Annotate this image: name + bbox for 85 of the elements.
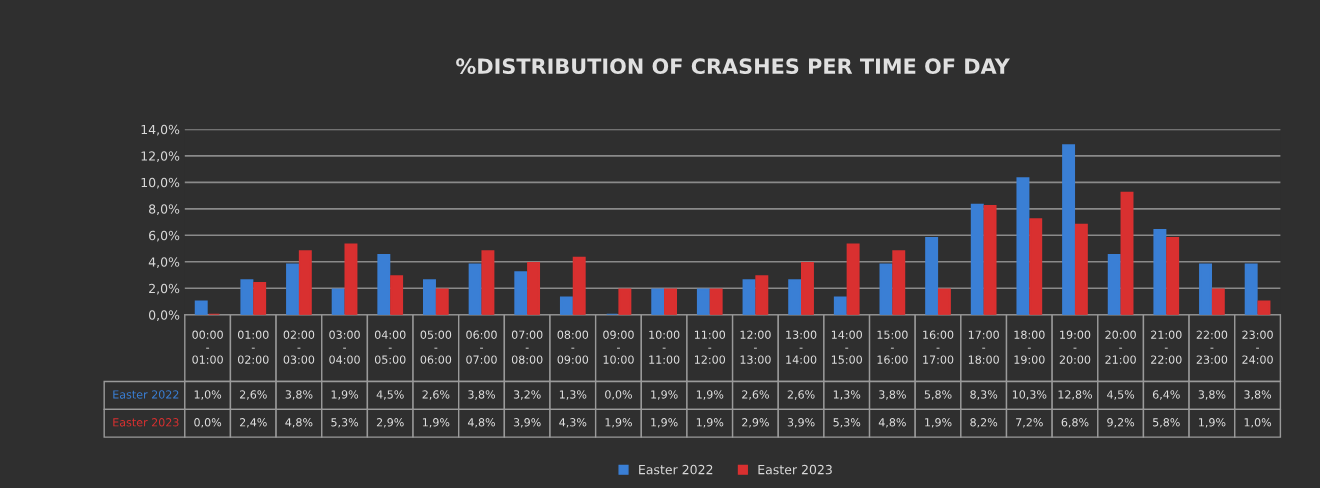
y-tick-label: 0,0% (149, 310, 180, 321)
data-label: 5,3% (331, 418, 359, 428)
data-label: 6,4% (1152, 390, 1180, 400)
x-tick-label: 08:00 - 09:00 (557, 330, 589, 364)
data-label: 2,9% (376, 418, 404, 428)
x-tick-label: 10:00 - 11:00 (649, 330, 680, 364)
text: Easter 2023 (113, 418, 179, 427)
data-label: 1,9% (331, 390, 359, 400)
x-tick-label: 13:00 - 14:00 (786, 330, 817, 364)
x-tick-label: 09:00 - 10:00 (603, 330, 634, 364)
x-tick-label: 12:00 - 13:00 (740, 330, 771, 364)
x-tick-label: 03:00 - 04:00 (329, 330, 360, 364)
data-label: 5,8% (1153, 418, 1180, 428)
legend-label: Easter 2023 (758, 464, 832, 475)
data-label: 3,8% (1244, 390, 1272, 400)
data-label: 9,2% (1107, 418, 1135, 428)
data-label: 3,8% (468, 390, 496, 400)
data-label: 4,8% (285, 418, 313, 428)
x-tick-label: 16:00 - 17:00 (923, 330, 954, 364)
y-tick-label: 10,0% (141, 177, 180, 189)
x-tick-label: 05:00 - 06:00 (420, 330, 452, 364)
data-label: 2,4% (239, 418, 267, 428)
y-tick-label: 8,0% (149, 204, 180, 215)
x-tick-label: 22:00 - 23:00 (1196, 330, 1228, 364)
x-tick-label: 04:00 - 05:00 (374, 330, 406, 364)
y-tick-label: 6,0% (149, 230, 180, 242)
x-tick-label: 14:00 - 15:00 (831, 330, 862, 364)
data-label: 2,6% (239, 390, 267, 400)
data-label: 8,2% (970, 418, 998, 428)
data-label: 1,9% (1199, 418, 1226, 428)
x-tick-label: 15:00 - 16:00 (877, 330, 908, 364)
data-label: 1,9% (422, 418, 450, 428)
data-label: 1,3% (559, 390, 587, 400)
data-label: 1,9% (696, 390, 724, 400)
data-label: 10,3% (1012, 390, 1047, 400)
data-label: 1,3% (833, 390, 861, 400)
data-label: 0,0% (605, 390, 632, 400)
data-label: 3,8% (285, 390, 313, 400)
data-label: 4,5% (376, 390, 404, 400)
data-label: 4,5% (1107, 390, 1135, 400)
x-tick-label: 02:00 - 03:00 (283, 330, 315, 364)
data-label: 4,8% (878, 418, 906, 428)
data-label: 3,8% (1198, 390, 1226, 400)
data-label: 1,0% (194, 390, 222, 400)
data-label: 3,8% (879, 390, 906, 400)
data-label: 4,3% (559, 418, 587, 428)
data-label: 1,0% (1244, 418, 1272, 428)
data-label: 7,2% (1016, 418, 1043, 428)
data-label: 3,2% (513, 390, 541, 400)
x-tick-label: 18:00 - 19:00 (1014, 330, 1045, 364)
legend-label: Easter 2022 (639, 464, 713, 475)
y-tick-label: 4,0% (148, 257, 180, 268)
data-label: 1,9% (925, 418, 952, 428)
x-tick-label: 19:00 - 20:00 (1059, 330, 1091, 364)
x-tick-label: 11:00 - 12:00 (694, 330, 726, 364)
y-tick-label: 12,0% (141, 151, 180, 163)
data-label: 2,9% (742, 418, 769, 428)
data-label: 2,6% (742, 390, 769, 400)
data-label: 4,8% (467, 418, 496, 428)
x-tick-label: 17:00 - 18:00 (968, 330, 999, 364)
y-tick-label: 14,0% (141, 124, 180, 136)
data-label: 1,9% (651, 390, 678, 400)
data-label: 6,8% (1061, 418, 1089, 428)
text: Easter 2022 (113, 390, 179, 399)
data-label: 1,9% (651, 418, 678, 428)
chart-title: %DISTRIBUTION OF CRASHES PER TIME OF DAY (456, 58, 1010, 75)
data-label: 1,9% (605, 418, 632, 428)
data-label: 1,9% (696, 418, 724, 428)
data-label: 0,0% (194, 418, 222, 428)
x-tick-label: 00:00 - 01:00 (192, 330, 223, 364)
x-tick-label: 21:00 - 22:00 (1151, 330, 1182, 364)
data-label: 3,9% (513, 418, 541, 428)
x-tick-label: 20:00 - 21:00 (1105, 330, 1136, 364)
x-tick-label: 07:00 - 08:00 (511, 330, 543, 364)
data-label: 12,8% (1058, 390, 1093, 400)
data-label: 5,3% (833, 418, 861, 428)
data-label: 2,6% (787, 390, 815, 400)
x-tick-label: 23:00 - 24:00 (1242, 330, 1273, 364)
y-tick-label: 2,0% (149, 283, 180, 295)
data-label: 3,9% (787, 418, 815, 428)
x-tick-label: 06:00 - 07:00 (466, 330, 497, 364)
x-tick-label: 01:00 - 02:00 (238, 330, 269, 364)
data-label: 8,3% (970, 390, 998, 400)
data-label: 2,6% (422, 390, 450, 400)
data-label: 5,8% (924, 390, 952, 400)
